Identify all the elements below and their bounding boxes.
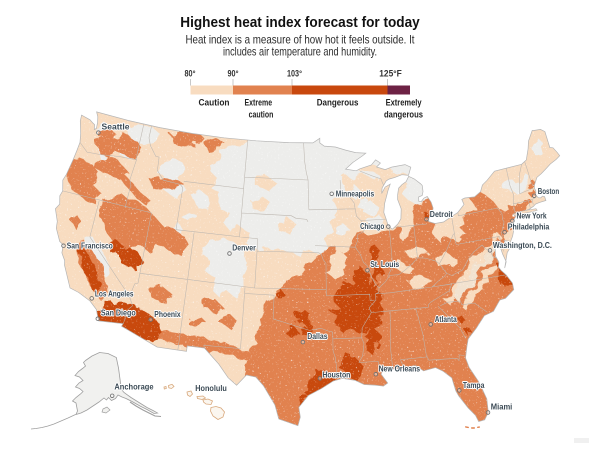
svg-text:90°: 90° [228,68,239,78]
svg-text:Detroit: Detroit [430,209,453,219]
svg-text:Seattle: Seattle [102,121,130,131]
svg-text:Denver: Denver [232,242,256,252]
svg-text:New York: New York [517,211,547,221]
svg-text:Miami: Miami [491,402,513,412]
svg-text:Caution: Caution [199,97,230,107]
svg-text:Phoenix: Phoenix [154,309,181,319]
svg-text:Highest heat index forecast fo: Highest heat index forecast for today [180,14,420,31]
svg-text:Philadelphia: Philadelphia [508,222,550,232]
svg-text:80°: 80° [185,68,196,78]
svg-text:Dallas: Dallas [307,331,328,341]
svg-text:Extremely: Extremely [386,97,423,107]
svg-text:New Orleans: New Orleans [379,363,421,373]
svg-text:caution: caution [249,109,274,119]
svg-text:Anchorage: Anchorage [114,382,153,392]
svg-text:Honolulu: Honolulu [195,383,227,393]
svg-text:Minneapolis: Minneapolis [336,188,375,198]
svg-text:Atlanta: Atlanta [435,314,457,324]
svg-text:Washington, D.C.: Washington, D.C. [493,240,552,250]
svg-text:125°F: 125°F [379,68,402,78]
svg-text:San Francisco: San Francisco [67,241,113,251]
svg-text:includes air temperature and h: includes air temperature and humidity. [223,45,377,59]
svg-text:St. Louis: St. Louis [370,259,399,269]
svg-text:Dangerous: Dangerous [317,97,359,107]
svg-text:Tampa: Tampa [463,380,485,390]
svg-text:Los Angeles: Los Angeles [95,289,134,299]
svg-text:dangerous: dangerous [384,109,423,119]
svg-text:Extreme: Extreme [245,97,273,107]
svg-text:103°: 103° [287,68,302,78]
svg-text:Heat index is a measure of how: Heat index is a measure of how hot it fe… [186,32,416,46]
svg-text:San Diego: San Diego [101,308,136,318]
svg-text:Chicago: Chicago [360,221,384,231]
svg-text:Boston: Boston [538,186,560,196]
svg-text:Houston: Houston [322,370,350,380]
